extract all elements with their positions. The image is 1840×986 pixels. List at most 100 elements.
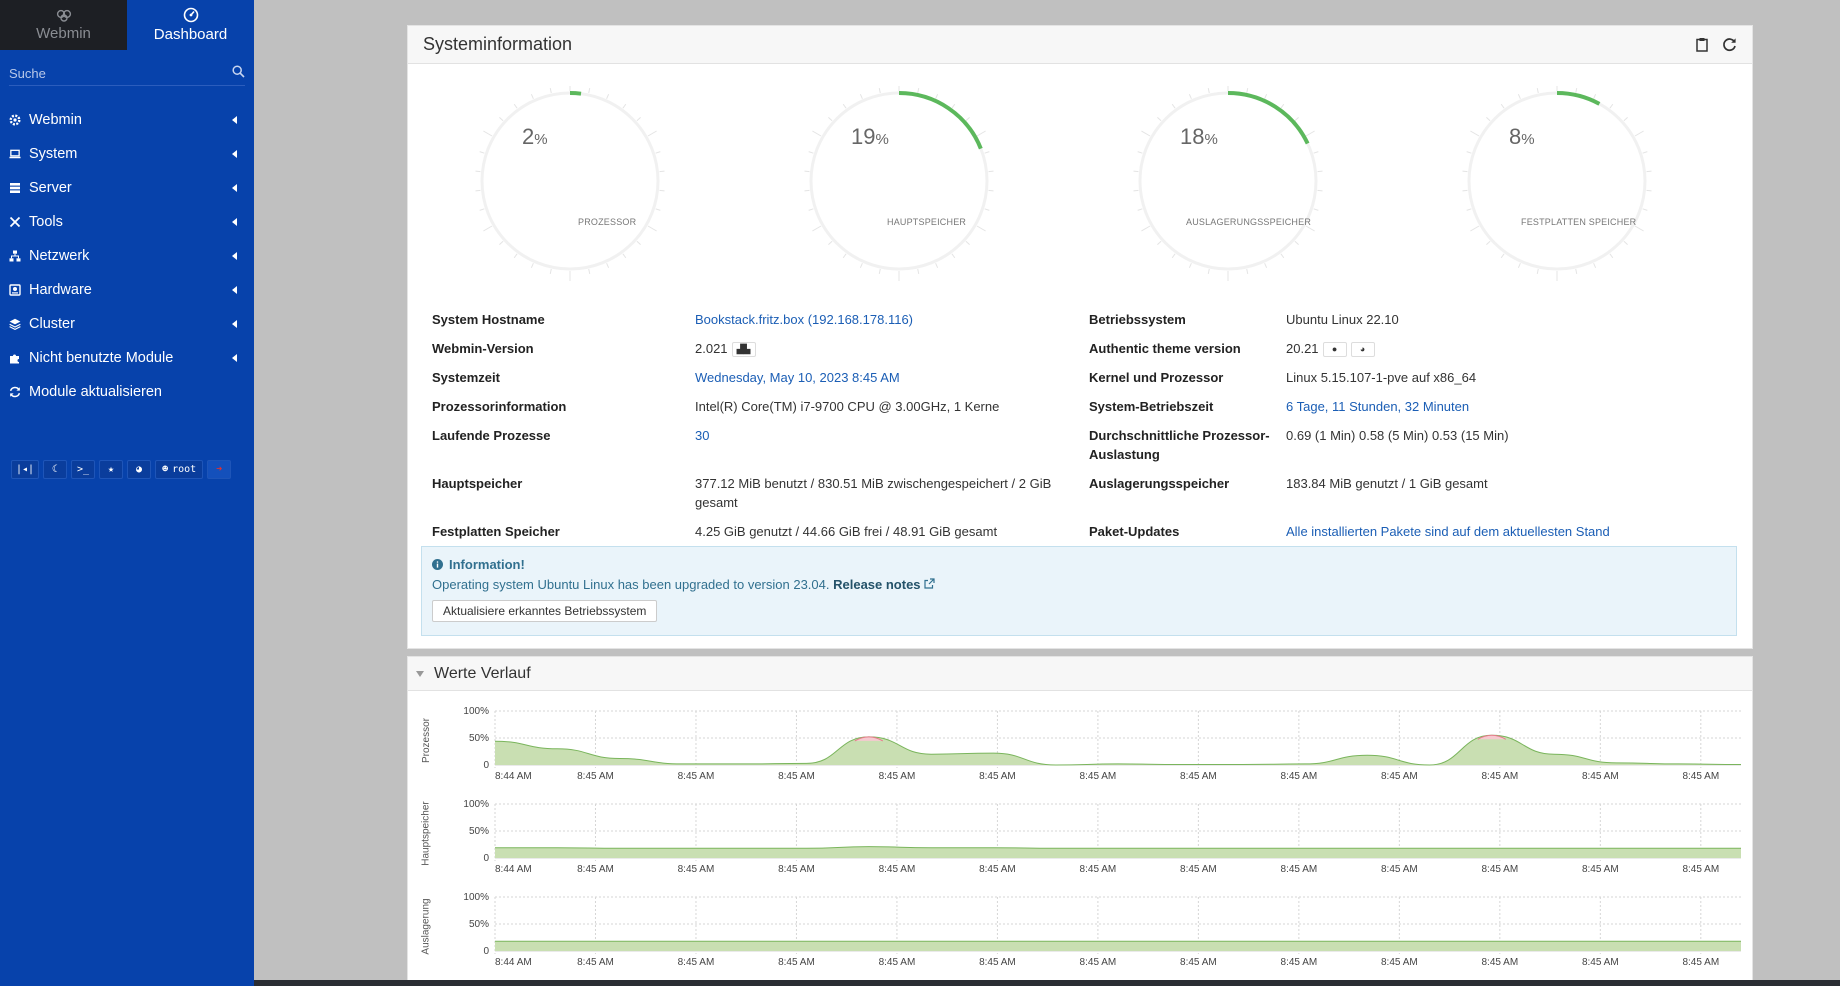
- chevron-left-icon: [232, 354, 237, 362]
- chart-prozessor: Prozessor 100% 50% 0 8:44 AM 8:45 AM 8:45 AM 8…: [408, 705, 1754, 797]
- package-button[interactable]: ▟▙: [731, 342, 756, 358]
- sidebar-item-module-aktualisieren[interactable]: Module aktualisieren: [0, 375, 254, 409]
- update-os-button[interactable]: Aktualisiere erkanntes Betriebssystem: [432, 600, 658, 622]
- sidebar-item-netzwerk[interactable]: Netzwerk: [0, 239, 254, 273]
- gauge-tick: [479, 151, 485, 154]
- x-tick-label: 8:45 AM: [979, 864, 1016, 875]
- user-button[interactable]: ☻ root: [155, 460, 204, 479]
- systemzeit-link[interactable]: Wednesday, May 10, 2023 8:45 AM: [695, 370, 900, 385]
- bottom-strip: [254, 980, 1840, 986]
- gauge-tick: [475, 189, 481, 192]
- external-link-icon[interactable]: [924, 578, 935, 589]
- sidebar-item-hardware[interactable]: Hardware: [0, 273, 254, 307]
- toggle-sidebar-button[interactable]: |◂|: [11, 460, 40, 479]
- gauge-tick: [1517, 263, 1521, 268]
- reload-icon[interactable]: [1722, 37, 1737, 52]
- x-tick-label: 8:45 AM: [1381, 864, 1418, 875]
- logout-button[interactable]: ➜: [207, 460, 232, 479]
- gauge-tick: [1305, 225, 1315, 232]
- gauge-tick: [513, 253, 518, 259]
- info-value: 4.25 GiB genutzt / 44.66 GiB frei / 48.9…: [695, 524, 998, 539]
- sidebar-item-label: Tools: [29, 214, 63, 230]
- x-tick-label: 8:45 AM: [1381, 957, 1418, 968]
- chevron-left-icon: [232, 286, 237, 294]
- gauge-prozessor: 2% PROZESSOR: [470, 81, 670, 286]
- collapse-caret-icon: [416, 670, 424, 677]
- gauge-tick: [636, 117, 641, 122]
- sidebar-item-cluster[interactable]: Cluster: [0, 307, 254, 341]
- tab-webmin[interactable]: Webmin: [0, 0, 127, 50]
- palette-icon: ◕: [136, 464, 143, 475]
- x-tick-label: 8:45 AM: [1481, 957, 1518, 968]
- y-tick-label: 50%: [469, 919, 489, 930]
- chart-ylabel-box: Prozessor: [416, 705, 436, 775]
- terminal-button[interactable]: >_: [71, 460, 96, 479]
- table-row: Webmin-Version 2.021 ▟▙ Authentic theme v…: [428, 334, 1748, 363]
- gauge-tick: [1246, 87, 1249, 94]
- gauge-tick: [1171, 253, 1176, 259]
- sidebar-item-server[interactable]: Server: [0, 171, 254, 205]
- x-tick-label: 8:45 AM: [577, 957, 614, 968]
- tab-dashboard[interactable]: Dashboard: [127, 0, 254, 50]
- sidebar-item-system[interactable]: System: [0, 137, 254, 171]
- clipboard-icon[interactable]: [1696, 37, 1708, 52]
- collapse-icon: |◂|: [16, 464, 35, 475]
- puzzle-icon: [9, 352, 21, 364]
- moon-icon: ☾: [52, 464, 59, 475]
- gear-icon: [9, 114, 21, 126]
- gauge-tick: [988, 189, 994, 192]
- gauge-tick: [1470, 130, 1480, 137]
- release-notes-link[interactable]: Release notes: [833, 577, 921, 592]
- x-tick-label: 8:45 AM: [577, 771, 614, 782]
- gauge-tick: [812, 225, 822, 232]
- package-updates-link[interactable]: Alle installierten Pakete sind auf dem a…: [1286, 524, 1610, 539]
- laptop-icon: [9, 148, 21, 160]
- gauge-tick: [808, 208, 814, 211]
- chart-ylabel: Hauptspeicher: [420, 800, 432, 866]
- sidebar-item-nicht-benutzte-module[interactable]: Nicht benutzte Module: [0, 341, 254, 375]
- gauge-tick: [1536, 268, 1539, 275]
- gauge-tick: [951, 253, 956, 259]
- processes-link[interactable]: 30: [695, 428, 710, 443]
- favorites-button[interactable]: ★: [99, 460, 124, 479]
- y-tick-label: 100%: [463, 892, 489, 903]
- sidebar-menu: Webmin System Server Tools Netzwerk Hard…: [0, 103, 254, 409]
- night-mode-button[interactable]: ☾: [43, 460, 68, 479]
- peak-marker: [1477, 734, 1507, 740]
- gauge-label: PROZESSOR: [578, 217, 637, 227]
- tab-dashboard-label: Dashboard: [153, 26, 228, 43]
- table-row: Laufende Prozesse 30 Durchschnittliche P…: [428, 421, 1748, 469]
- gauge-tick: [549, 268, 552, 275]
- series-line: [494, 734, 1742, 766]
- y-tick-label: 0: [483, 946, 489, 957]
- x-tick-label: 8:45 AM: [1080, 957, 1117, 968]
- info-key: Auslagerungsspeicher: [1089, 476, 1230, 491]
- uptime-link[interactable]: 6 Tage, 11 Stunden, 32 Minuten: [1286, 399, 1470, 414]
- theme-button[interactable]: ◕: [127, 460, 152, 479]
- gauge-tick: [659, 189, 665, 192]
- x-tick-label: 8:45 AM: [678, 864, 715, 875]
- chart-ylabel-box: Hauptspeicher: [416, 798, 436, 868]
- sidebar-item-webmin[interactable]: Webmin: [0, 103, 254, 137]
- logout-icon: ➜: [216, 464, 223, 475]
- theme-info-button[interactable]: ●: [1322, 342, 1347, 358]
- x-tick-label: 8:45 AM: [778, 864, 815, 875]
- search-input[interactable]: [9, 60, 245, 86]
- search-icon[interactable]: [232, 65, 245, 78]
- gauge-tick: [859, 94, 863, 99]
- gauge-tick: [655, 208, 661, 211]
- gauge-dial: [804, 81, 994, 281]
- gauge-tick: [859, 263, 863, 268]
- theme-settings-button[interactable]: ◕: [1350, 342, 1375, 358]
- chevron-left-icon: [232, 320, 237, 328]
- gauge-tick: [1141, 225, 1151, 232]
- history-header[interactable]: Werte Verlauf: [408, 657, 1752, 691]
- chart-hauptspeicher: Hauptspeicher 100% 50% 0 8:44 AM 8:45 AM 8:45…: [408, 798, 1754, 890]
- gauge-tick: [479, 208, 485, 211]
- hostname-link[interactable]: Bookstack.fritz.box (192.168.178.116): [695, 312, 913, 327]
- gauge-auslagerungsspeicher: 18% AUSLAGERUNGSSPEICHER: [1128, 81, 1328, 286]
- gauge-tick: [1188, 94, 1192, 99]
- gauge-track: [480, 91, 660, 271]
- x-tick-label: 8:45 AM: [1281, 957, 1318, 968]
- sidebar-item-tools[interactable]: Tools: [0, 205, 254, 239]
